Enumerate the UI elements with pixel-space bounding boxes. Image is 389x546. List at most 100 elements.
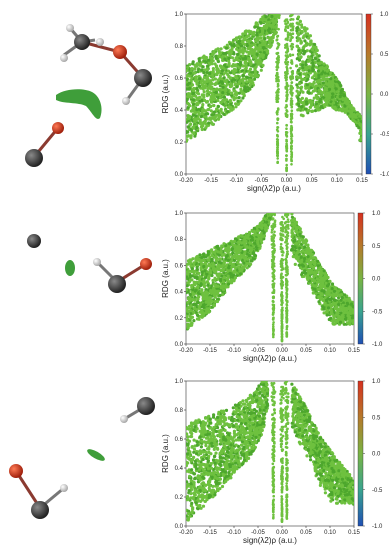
scatter-point	[317, 108, 321, 112]
scatter-point	[247, 254, 252, 258]
scatter-point	[327, 92, 332, 96]
scatter-point	[233, 249, 237, 253]
scatter-point	[307, 42, 311, 46]
scatter-point	[305, 273, 310, 277]
scatter-point	[295, 64, 299, 68]
scatter-point	[264, 48, 268, 53]
scatter-point	[196, 313, 200, 317]
scatter-point	[216, 67, 220, 71]
scatter-point	[186, 270, 189, 274]
scatter-point	[286, 31, 290, 34]
scatter-point	[343, 104, 347, 108]
scatter-point	[206, 250, 211, 254]
scatter-point	[246, 39, 250, 43]
scatter-point	[341, 98, 345, 102]
scatter-point	[218, 257, 223, 261]
scatter-point	[205, 70, 209, 74]
scatter-point	[285, 145, 288, 149]
scatter-point	[211, 74, 215, 78]
scatter-point	[289, 118, 293, 121]
scatter-point	[222, 288, 226, 292]
scatter-point	[201, 65, 205, 69]
molecule-1	[25, 24, 152, 167]
scatter-point	[240, 50, 244, 54]
scatter-point	[286, 48, 289, 52]
hydrogen-atom	[60, 484, 68, 492]
scatter-point	[233, 276, 237, 280]
scatter-point	[248, 256, 252, 260]
scatter-point	[249, 74, 254, 78]
scatter-point	[224, 257, 228, 261]
scatter-point	[192, 261, 196, 265]
scatter-point	[222, 242, 226, 246]
scatter-point	[284, 71, 287, 74]
scatter-point	[290, 163, 293, 166]
scatter-point	[186, 92, 190, 96]
scatter-point	[194, 75, 198, 79]
scatter-point	[284, 78, 288, 82]
scatter-point	[209, 289, 213, 293]
scatter-point	[330, 95, 334, 99]
scatter-point	[256, 46, 260, 50]
scatter-point	[253, 231, 257, 235]
scatter-point	[228, 261, 232, 266]
scatter-point	[312, 80, 316, 84]
scatter-point	[285, 57, 288, 61]
scatter-point	[189, 71, 193, 75]
scatter-point	[229, 76, 233, 80]
scatter-point	[276, 100, 280, 103]
scatter-point	[275, 68, 279, 72]
scatter-point	[237, 80, 241, 84]
scatter-point	[304, 86, 308, 90]
scatter-point	[261, 63, 265, 67]
scatter-point	[313, 42, 317, 47]
scatter-point	[219, 247, 223, 251]
oxygen-atom	[52, 122, 64, 134]
scatter-point	[233, 89, 237, 93]
scatter-point	[186, 77, 189, 82]
scatter-point	[319, 265, 323, 269]
scatter-point	[214, 55, 218, 59]
scatter-point	[212, 291, 216, 295]
scatter-point	[231, 64, 235, 68]
scatter-point	[316, 104, 320, 108]
scatter-point	[331, 92, 335, 96]
scatter-point	[205, 296, 209, 300]
scatter-point	[234, 93, 239, 97]
scatter-point	[339, 89, 343, 93]
scatter-point	[304, 107, 308, 111]
scatter-point	[252, 55, 256, 59]
scatter-point	[296, 85, 300, 89]
scatter-point	[302, 72, 306, 76]
scatter-point	[220, 81, 225, 85]
scatter-point	[207, 310, 211, 314]
scatter-point	[233, 64, 238, 68]
scatter-point	[276, 135, 280, 138]
scatter-point	[334, 87, 338, 91]
hydrogen-atom	[93, 258, 101, 266]
scatter-point	[212, 103, 216, 108]
scatter-point	[200, 111, 204, 115]
scatter-point	[301, 66, 305, 70]
scatter-point	[259, 21, 263, 25]
scatter-point	[217, 253, 221, 257]
scatter-point	[197, 305, 201, 309]
scatter-point	[243, 252, 247, 256]
scatter-point	[218, 294, 222, 298]
scatter-point	[249, 259, 253, 263]
scatter-point	[207, 58, 211, 62]
scatter-point	[238, 267, 242, 271]
scatter-point	[232, 279, 236, 283]
scatter-point	[322, 311, 326, 315]
oxygen-atom	[140, 258, 152, 270]
scatter-point	[290, 124, 293, 128]
scatter-point	[304, 60, 308, 64]
scatter-point	[216, 117, 220, 121]
scatter-point	[224, 51, 228, 55]
scatter-point	[338, 95, 342, 99]
scatter-point	[297, 49, 301, 53]
y-tick-label: 0.6	[175, 76, 184, 82]
scatter-point	[217, 266, 221, 270]
scatter-point	[323, 104, 327, 109]
scatter-point	[228, 242, 232, 246]
